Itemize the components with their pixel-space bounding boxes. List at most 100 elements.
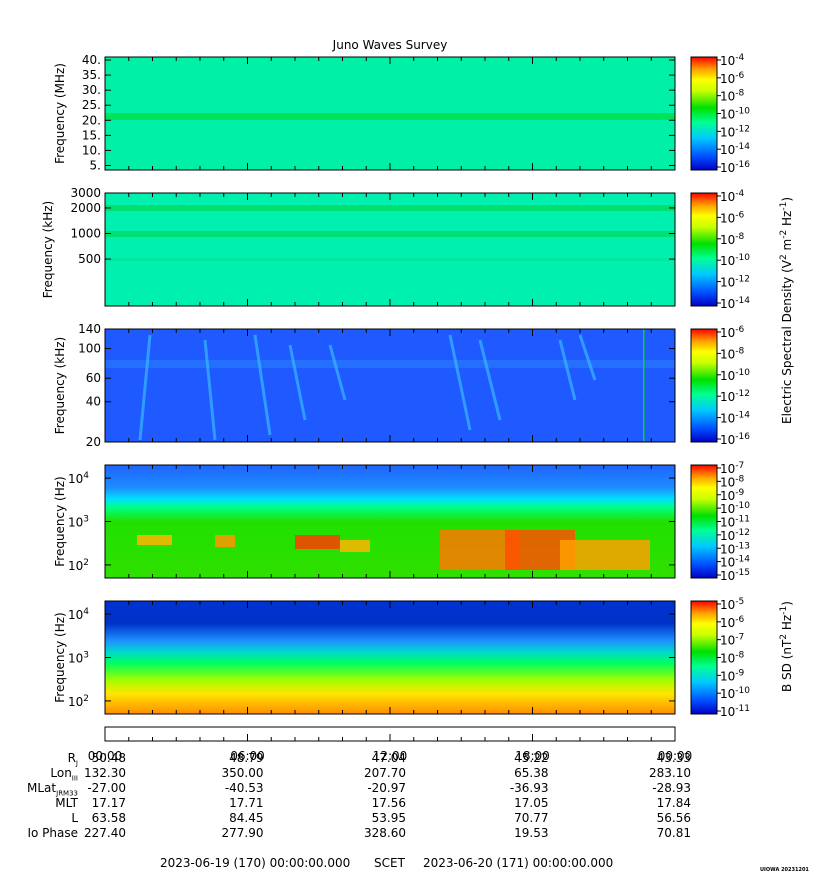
colorbar-1-tick-label: 10-12 — [720, 124, 750, 139]
ephemeris-value: 48.79 — [229, 751, 264, 765]
colorbar-5-tick-label: 10-7 — [720, 633, 744, 648]
panel-1-ytick-label: 35. — [82, 68, 101, 82]
colorbar-5-tick-label: 10-9 — [720, 668, 745, 683]
time-footer: 2023-06-19 (170) 00:00:00.000 SCET 2023-… — [0, 856, 815, 872]
panel-5 — [104, 600, 676, 715]
ephemeris-value: 84.45 — [229, 811, 264, 825]
time-axis-label: 00:00 — [88, 749, 123, 763]
colorbar-2-tick-label: 10-8 — [720, 232, 745, 247]
panel-5-spectrogram — [105, 601, 675, 714]
footer-scet: SCET — [374, 856, 405, 870]
ephemeris-label: Io Phase — [27, 826, 78, 840]
panel-4-intense-emission — [137, 530, 650, 570]
panel-4 — [104, 464, 676, 579]
panel-5-ylabel: Frequency (Hz) — [53, 612, 67, 703]
panel-2-ytick-label: 500 — [78, 252, 101, 266]
colorbar-1 — [690, 56, 718, 171]
ephemeris-value: -27.00 — [87, 781, 126, 795]
panel-1-band — [105, 113, 675, 120]
colorbar-5-tick-label: 10-8 — [720, 651, 745, 666]
panel-4-ytick-label: 102 — [68, 558, 89, 573]
panel-1-ytick-label: 15. — [82, 128, 101, 142]
colorbar-4-tick-label: 10-8 — [720, 474, 745, 489]
ephemeris-value: 53.95 — [371, 811, 406, 825]
panel-1 — [104, 56, 676, 171]
colorbar-5-tick-label: 10-10 — [720, 686, 750, 701]
panel-2-band-500 — [105, 258, 675, 261]
panel-3-streak — [578, 334, 597, 381]
panel-3-ytick-label: 40 — [86, 395, 101, 409]
ephemeris-value: 17.05 — [514, 796, 549, 810]
panel-2-ytick-label: 2000 — [70, 201, 101, 215]
panel-3-ylabel: Frequency (kHz) — [53, 337, 67, 434]
colorbar-1-tick-label: 10-4 — [720, 53, 745, 68]
colorbar-4-tick-label: 10-11 — [720, 515, 750, 530]
colorbar-3-tick-label: 10-16 — [720, 432, 750, 447]
panel-5-ytick-label: 102 — [68, 694, 89, 709]
colorbar-5-tick-label: 10-6 — [720, 615, 745, 630]
ephemeris-value: 17.17 — [91, 796, 126, 810]
time-axis-label: 12:00 — [373, 749, 408, 763]
panel-1-ytick-label: 40. — [82, 53, 101, 67]
panel-4-ytick-label: 104 — [68, 471, 89, 486]
colorbar-3-tick-label: 10-6 — [720, 325, 745, 340]
colorbar-4-tick-label: 10-13 — [720, 541, 750, 556]
credit-label: UIOWA 20231201 — [760, 867, 809, 873]
ephemeris-value: 277.90 — [221, 826, 264, 840]
ephemeris-table: RJ 50.48 48.79 47.04 45.22 43.33 LonIII 132.30 3… — [0, 747, 815, 847]
panel-2-ytick-label: 3000 — [70, 186, 101, 200]
ephemeris-value: -40.53 — [224, 781, 264, 795]
colorbar-1-tick-label: 10-16 — [720, 160, 750, 175]
panel-3-ytick-label: 20 — [86, 435, 101, 449]
panel-3-streak — [328, 344, 347, 401]
panel-3-streak — [478, 339, 502, 421]
ephemeris-label: MLT — [55, 796, 78, 810]
panel-3-ytick-label: 100 — [78, 342, 101, 356]
colorbar-4-tick-label: 10-10 — [720, 501, 750, 516]
ephemeris-value: 47.04 — [371, 751, 406, 765]
ephemeris-value: -28.93 — [652, 781, 691, 795]
panel-3-emission-streaks — [138, 334, 597, 441]
panel-4-emission-patch — [340, 540, 370, 552]
ephemeris-label: RJ — [67, 751, 78, 768]
panel-1-ylabel: Frequency (MHz) — [53, 63, 67, 164]
panel-3-ytick-label: 60 — [86, 371, 101, 385]
colorbar-2-tick-label: 10-6 — [720, 210, 745, 225]
colorbar-4-tick-label: 10-12 — [720, 528, 750, 543]
ephemeris-value: 43.33 — [656, 751, 691, 765]
colorbar-4-tick-label: 10-15 — [720, 568, 750, 583]
panel-3-streak — [138, 334, 152, 441]
panel-2-ytick-label: 1000 — [70, 227, 101, 241]
panel-3-streak — [253, 334, 272, 436]
ephemeris-value: 65.38 — [514, 766, 549, 780]
panel-2-band-2000 — [105, 205, 675, 211]
ephemeris-label: LonIII — [50, 766, 78, 783]
colorbar-1-tick-label: 10-14 — [720, 142, 750, 157]
time-axis-label: 06:00 — [230, 749, 265, 763]
time-axis-label: 18:00 — [515, 749, 550, 763]
b-sd-label: B SD (nT2 Hz-1) — [779, 601, 794, 692]
ephemeris-label: MLatJRM33 — [27, 781, 78, 798]
colorbar-3-tick-label: 10-12 — [720, 389, 750, 404]
ephemeris-value: 132.30 — [84, 766, 126, 780]
colorbar-2 — [690, 192, 718, 307]
ephemeris-value: 283.10 — [649, 766, 691, 780]
plot-title: Juno Waves Survey — [332, 38, 448, 52]
panel-3-streak — [288, 344, 307, 421]
colorbar-4-tick-label: 10-14 — [720, 555, 750, 570]
panel-2-spectrogram — [105, 193, 675, 306]
panel-4-emission-patch — [215, 535, 235, 547]
panel-2-ylabel: Frequency (kHz) — [41, 201, 55, 298]
ephemeris-label: L — [71, 811, 78, 825]
colorbar-4-tick-label: 10-7 — [720, 461, 744, 476]
panel-4-emission-patch — [137, 535, 172, 545]
ephemeris-value: 17.56 — [371, 796, 406, 810]
footer-end: 2023-06-20 (171) 00:00:00.000 — [423, 856, 614, 870]
colorbar-2-tick-label: 10-10 — [720, 253, 750, 268]
panel-2 — [104, 192, 676, 307]
panel-1-ytick-label: 10. — [82, 143, 101, 157]
panel-2-band-1000 — [105, 231, 675, 237]
panel-3-streak — [558, 339, 577, 401]
ephemeris-value: 17.84 — [656, 796, 691, 810]
